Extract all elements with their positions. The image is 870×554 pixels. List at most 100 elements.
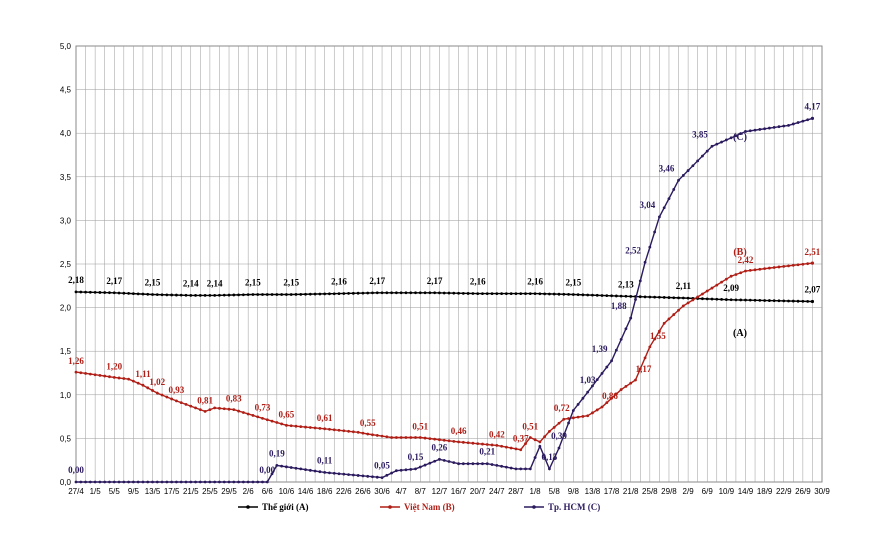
series-marker [375, 475, 379, 479]
series-marker [600, 294, 604, 297]
series-marker [98, 480, 102, 484]
series-marker [653, 337, 657, 341]
legend: Thế giới (A) Việt Nam (B) Tp. HCM (C) [238, 502, 600, 512]
series-marker [136, 381, 140, 385]
series-marker [557, 421, 561, 425]
series-marker [552, 425, 556, 429]
data-label: 2,09 [723, 283, 739, 293]
data-label: 0,86 [602, 391, 618, 401]
series-marker [567, 293, 570, 296]
series-marker [375, 291, 379, 295]
series-marker [810, 261, 815, 265]
series-marker [514, 467, 518, 471]
x-tick-label: 8/7 [415, 487, 427, 496]
series-marker [490, 292, 494, 296]
data-label: 0,00 [68, 465, 84, 475]
series-marker [677, 178, 680, 182]
y-tick-label: 4,5 [60, 86, 72, 95]
series-marker [74, 290, 78, 294]
series-marker [241, 411, 245, 414]
series-marker [285, 423, 288, 427]
series-marker [772, 299, 776, 303]
series-marker [337, 292, 341, 296]
series-marker [409, 467, 413, 471]
data-label: 2,16 [470, 277, 486, 287]
series-marker [605, 365, 609, 369]
series-marker [155, 391, 159, 395]
data-label: 0,65 [279, 409, 295, 419]
series-marker [203, 480, 207, 484]
data-label: 1,02 [149, 377, 165, 387]
data-label: 2,15 [565, 278, 581, 288]
series-marker [658, 215, 661, 219]
data-label: 0,11 [317, 455, 333, 465]
series-marker [528, 467, 532, 471]
series-marker [356, 430, 360, 434]
series-marker [112, 291, 116, 295]
series-marker [371, 291, 374, 295]
y-tick-label: 1,5 [60, 347, 72, 356]
series-marker [619, 338, 623, 341]
data-label: 0,15 [408, 452, 424, 462]
data-label: 2,17 [106, 276, 122, 286]
series-marker [112, 375, 116, 379]
series-marker [595, 408, 599, 412]
series-marker [648, 295, 652, 299]
series-marker [170, 397, 174, 401]
series-marker [151, 480, 154, 484]
series-marker [151, 389, 154, 392]
series-marker [380, 434, 384, 438]
series-marker [528, 436, 532, 439]
series-marker [720, 280, 723, 284]
series-marker [251, 480, 255, 484]
series-marker [567, 421, 570, 425]
series-marker [715, 283, 719, 287]
series-marker [261, 293, 264, 296]
series-marker [595, 293, 599, 297]
series-marker [504, 292, 508, 296]
series-marker [734, 134, 738, 138]
series-marker [471, 462, 475, 466]
series-marker [93, 480, 97, 484]
series-marker [332, 471, 336, 475]
x-tick-label: 10/6 [279, 487, 295, 496]
series-marker [390, 471, 394, 475]
x-tick-label: 22/9 [776, 487, 792, 496]
series-marker [198, 408, 202, 412]
series-marker [777, 299, 781, 303]
series-marker [806, 262, 810, 266]
series-marker [237, 409, 240, 413]
series-marker [117, 291, 121, 295]
series-marker [801, 262, 805, 266]
series-marker [332, 292, 336, 296]
series-marker [318, 470, 322, 474]
data-label: 0,72 [554, 403, 570, 413]
series-marker [672, 188, 676, 191]
series-tag: (C) [733, 132, 747, 143]
series-marker [289, 466, 293, 469]
series-marker [428, 291, 432, 295]
series-marker [519, 467, 523, 471]
series-marker [643, 295, 647, 299]
series-marker [74, 370, 78, 374]
x-tick-label: 25/5 [202, 487, 218, 496]
series-marker [136, 292, 140, 296]
series-marker [629, 381, 633, 385]
series-marker [112, 480, 116, 484]
data-label: 2,13 [618, 279, 634, 289]
series-marker [414, 291, 417, 295]
series-marker [509, 292, 513, 296]
series-marker [734, 298, 738, 302]
series-marker [638, 279, 642, 283]
data-label: 0,00 [259, 465, 275, 475]
series-marker [146, 386, 150, 390]
series-marker [504, 445, 508, 449]
series-marker [782, 264, 786, 268]
series-marker [237, 293, 240, 297]
series-marker [251, 414, 255, 417]
data-label: 0,55 [360, 418, 376, 428]
series-marker [485, 443, 489, 446]
data-label: 1,39 [592, 344, 608, 354]
series-tag: (A) [733, 328, 747, 339]
series-marker [581, 293, 585, 297]
